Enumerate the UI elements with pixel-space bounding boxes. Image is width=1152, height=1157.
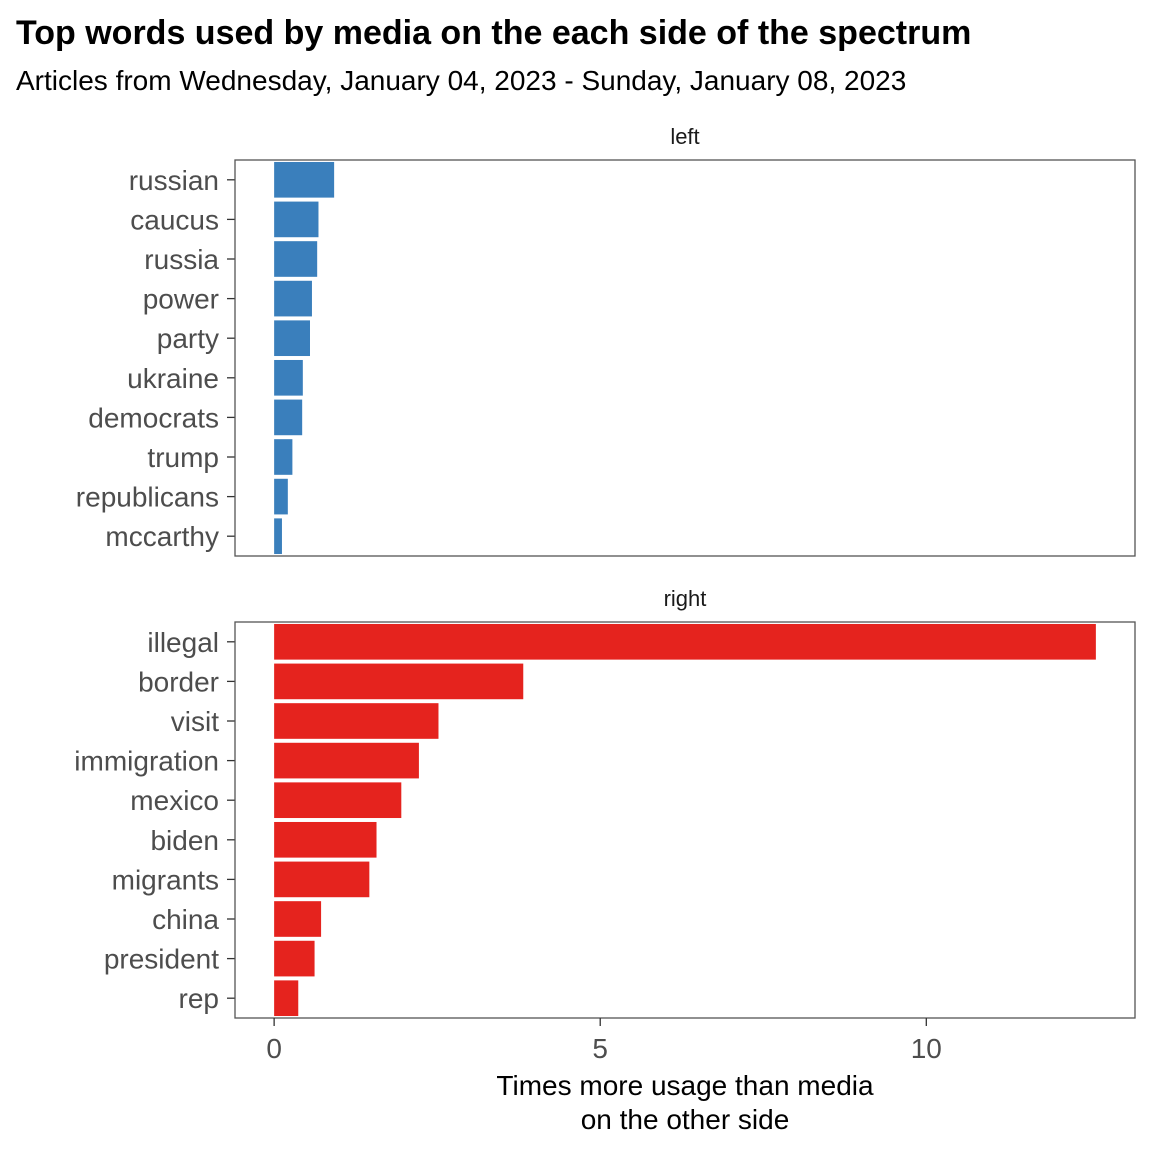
x-tick-label: 0 (266, 1033, 282, 1064)
bar-left-russia (274, 241, 318, 277)
bar-right-illegal (274, 623, 1096, 660)
y-tick-label: visit (171, 706, 219, 737)
bar-left-trump (274, 439, 293, 475)
panel-border (234, 159, 1136, 557)
bar-left-russian (274, 161, 335, 198)
x-axis: 0 5 10 (266, 1018, 942, 1064)
facet-panel-left: left russian caucus russia power party ukraine… (76, 124, 1136, 557)
bar-right-border (274, 663, 524, 700)
bar-left-democrats (274, 399, 303, 436)
y-tick-label: party (157, 323, 219, 354)
facet-strip-label: right (664, 586, 707, 611)
y-tick-label: mccarthy (105, 521, 219, 552)
bar-right-immigration (274, 742, 419, 779)
y-tick-label: republicans (76, 482, 219, 513)
bar-right-mexico (274, 782, 402, 819)
facet-panel-right: right illegal border visit immigration mexico… (74, 586, 1136, 1019)
bar-left-caucus (274, 201, 319, 238)
y-tick-label: biden (150, 825, 219, 856)
y-tick-label: russia (144, 244, 219, 275)
facets: left russian caucus russia power party ukraine… (74, 124, 1136, 1019)
bar-right-migrants (274, 861, 370, 898)
panel-border (234, 621, 1136, 1019)
bar-right-china (274, 901, 322, 937)
bar-left-mccarthy (274, 518, 282, 555)
bar-left-ukraine (274, 359, 303, 396)
bar-left-republicans (274, 478, 288, 515)
bar-left-party (274, 320, 310, 357)
bar-right-president (274, 940, 315, 977)
y-tick-label: migrants (112, 864, 219, 895)
y-tick-label: democrats (88, 402, 219, 433)
x-axis-label-line-2: on the other side (581, 1104, 790, 1135)
y-tick-label: trump (147, 442, 219, 473)
x-tick-label: 5 (592, 1033, 608, 1064)
chart-title: Top words used by media on the each side… (16, 14, 971, 52)
y-tick-label: border (138, 666, 219, 697)
y-tick-label: immigration (74, 746, 219, 777)
chart-subtitle: Articles from Wednesday, January 04, 202… (16, 65, 906, 96)
y-tick-label: illegal (147, 627, 219, 658)
x-axis-label-line-1: Times more usage than media (496, 1070, 874, 1101)
y-tick-label: caucus (130, 204, 219, 235)
y-tick-label: mexico (130, 785, 219, 816)
y-tick-label: president (104, 944, 219, 975)
x-tick-label: 10 (911, 1033, 942, 1064)
bar-left-power (274, 280, 312, 317)
y-tick-label: rep (179, 983, 219, 1014)
bar-right-rep (274, 980, 299, 1017)
bar-right-biden (274, 821, 377, 858)
y-tick-label: power (143, 284, 219, 315)
facet-strip-label: left (670, 124, 699, 149)
y-tick-label: russian (129, 165, 219, 196)
bar-right-visit (274, 703, 439, 739)
y-tick-label: china (152, 904, 219, 935)
y-tick-label: ukraine (127, 363, 219, 394)
